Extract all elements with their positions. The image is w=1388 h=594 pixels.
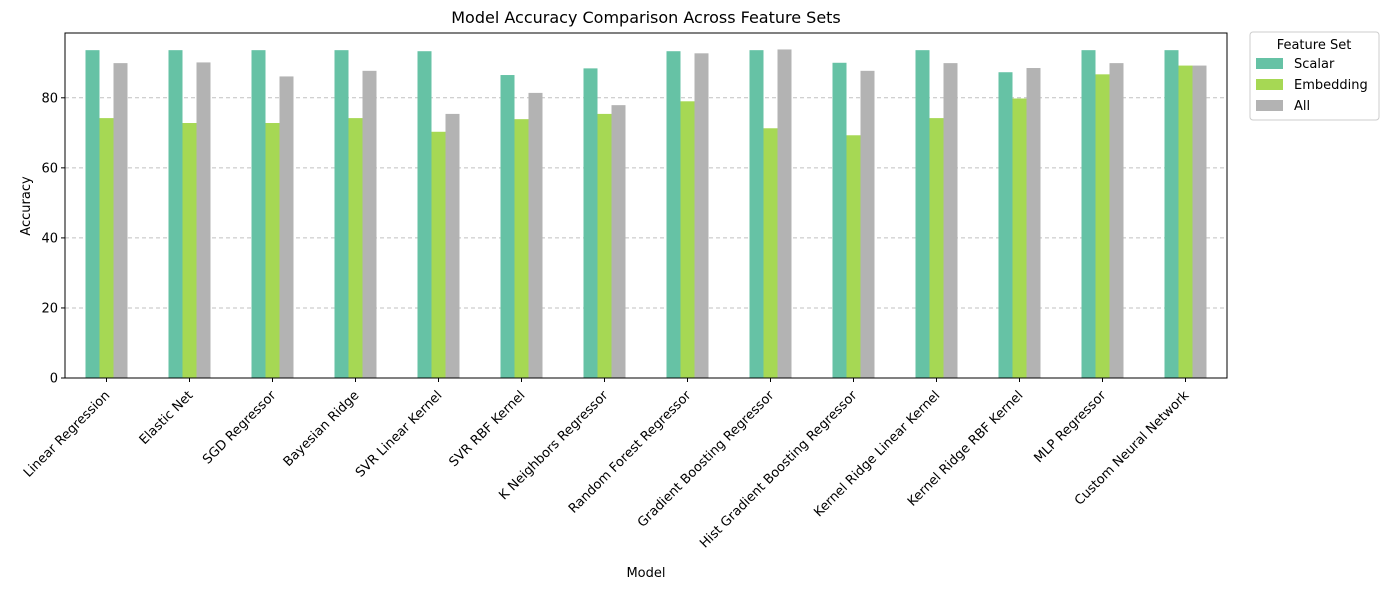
x-tick-label: SVR RBF Kernel — [447, 388, 529, 470]
bar-embedding — [514, 119, 529, 378]
legend-swatch-scalar — [1256, 58, 1283, 69]
legend-label-all: All — [1294, 99, 1310, 114]
bar-scalar — [334, 50, 349, 378]
legend-swatch-all — [1256, 100, 1283, 111]
x-tick-label: Hist Gradient Boosting Regressor — [697, 388, 861, 552]
bar-embedding — [1012, 98, 1027, 378]
bar-embedding — [348, 118, 363, 379]
legend-title: Feature Set — [1277, 38, 1352, 53]
bar-all — [777, 49, 792, 379]
bar-scalar — [749, 50, 764, 378]
y-tick-label: 20 — [41, 301, 58, 316]
bar-embedding — [846, 135, 861, 378]
bar-all — [943, 63, 958, 378]
axes — [64, 32, 1228, 379]
legend-swatch-embedding — [1256, 79, 1283, 90]
x-tick-label: Bayesian Ridge — [281, 388, 363, 470]
bar-all — [694, 53, 709, 378]
bar-scalar — [251, 50, 266, 378]
y-tick-label: 80 — [41, 91, 58, 106]
bar-embedding — [182, 123, 197, 378]
x-axis-label: Model — [626, 566, 665, 581]
bar-scalar — [500, 75, 515, 378]
bar-all — [611, 105, 626, 378]
bar-embedding — [680, 101, 695, 378]
bar-all — [1109, 63, 1124, 378]
x-tick-label: Gradient Boosting Regressor — [635, 388, 778, 531]
x-tick-label: MLP Regressor — [1032, 388, 1110, 466]
bar-scalar — [666, 51, 681, 379]
bar-scalar — [998, 72, 1013, 378]
bars — [85, 49, 1207, 379]
x-tick-label: Linear Regression — [21, 388, 113, 480]
y-tick-label: 40 — [41, 231, 58, 246]
bar-scalar — [915, 50, 930, 378]
bar-embedding — [597, 113, 612, 378]
plot-frame — [64, 32, 1228, 379]
legend-frame — [1249, 31, 1380, 121]
bar-scalar — [832, 62, 847, 378]
bar-embedding — [1095, 74, 1110, 378]
bar-scalar — [1164, 50, 1179, 378]
bar-embedding — [763, 128, 778, 378]
bar-all — [113, 63, 128, 378]
bar-all — [1192, 65, 1207, 378]
bar-all — [860, 70, 875, 379]
y-axis-ticks: 0 20 40 60 80 — [41, 91, 65, 387]
legend-label-embedding: Embedding — [1294, 78, 1368, 93]
bar-all — [196, 62, 211, 378]
bar-all — [528, 92, 543, 378]
y-tick-label: 60 — [41, 161, 58, 176]
x-tick-label: SVR Linear Kernel — [353, 388, 445, 480]
gridlines — [65, 97, 1227, 309]
legend: Feature Set Scalar Embedding All — [1249, 31, 1380, 121]
x-tick-label: SGD Regressor — [200, 388, 280, 468]
y-axis-label: Accuracy — [19, 176, 34, 236]
bar-scalar — [417, 51, 432, 379]
x-axis-ticks: Linear Regression Elastic Net SGD Regresso… — [21, 378, 1193, 551]
bar-scalar — [583, 68, 598, 378]
bar-all — [1026, 68, 1041, 378]
legend-label-scalar: Scalar — [1294, 57, 1335, 72]
bar-embedding — [99, 118, 114, 379]
x-tick-label: Elastic Net — [137, 388, 197, 448]
bar-embedding — [929, 118, 944, 379]
bar-all — [362, 70, 377, 379]
bar-all — [279, 76, 294, 379]
bar-embedding — [265, 123, 280, 378]
bar-scalar — [85, 50, 100, 378]
bar-scalar — [168, 50, 183, 378]
bar-scalar — [1081, 50, 1096, 378]
bar-embedding — [431, 131, 446, 378]
bar-embedding — [1178, 65, 1193, 378]
chart-title: Model Accuracy Comparison Across Feature… — [451, 8, 841, 27]
bar-all — [445, 113, 460, 378]
y-tick-label: 0 — [50, 372, 58, 387]
